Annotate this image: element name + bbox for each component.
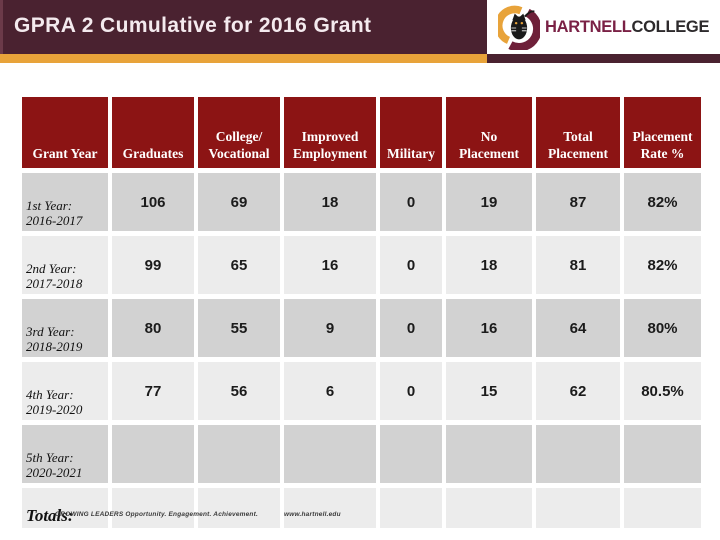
- cell-college-vocational: [198, 488, 280, 528]
- table-row-year2: 2nd Year: 2017-2018 99 65 16 0 18 81 82%: [22, 236, 701, 294]
- cell-total-placement: [536, 488, 620, 528]
- cell-college-vocational: 69: [198, 173, 280, 231]
- footer-tagline: GROWING LEADERS Opportunity. Engagement.…: [55, 511, 258, 518]
- cell-college-vocational: 56: [198, 362, 280, 420]
- cell-total-placement: 81: [536, 236, 620, 294]
- cell-total-placement: [536, 425, 620, 483]
- table-row-year4: 4th Year: 2019-2020 77 56 6 0 15 62 80.5…: [22, 362, 701, 420]
- row-label-line1: 1st Year:: [26, 197, 73, 213]
- cell-no-placement: 15: [446, 362, 532, 420]
- cell-college-vocational: 55: [198, 299, 280, 357]
- row-label: 3rd Year: 2018-2019: [22, 299, 108, 357]
- cell-placement-rate: 82%: [624, 236, 701, 294]
- cell-no-placement: 19: [446, 173, 532, 231]
- cell-graduates: [112, 488, 194, 528]
- col-header-total-placement: Total Placement: [536, 97, 620, 168]
- cell-total-placement: 62: [536, 362, 620, 420]
- cell-improved-employment: [284, 488, 376, 528]
- gpra-table: Grant Year Graduates College/ Vocational…: [18, 92, 705, 533]
- row-label-line1: Totals:: [26, 505, 74, 525]
- cell-graduates: [112, 425, 194, 483]
- row-label-line1: 3rd Year:: [26, 323, 75, 339]
- col-header-military: Military: [380, 97, 442, 168]
- maroon-stripe: [487, 54, 720, 63]
- cell-placement-rate: 82%: [624, 173, 701, 231]
- cell-no-placement: [446, 425, 532, 483]
- cell-military: [380, 488, 442, 528]
- col-header-placement-rate: Placement Rate %: [624, 97, 701, 168]
- cell-military: 0: [380, 173, 442, 231]
- cell-military: [380, 425, 442, 483]
- cell-graduates: 77: [112, 362, 194, 420]
- cell-improved-employment: [284, 425, 376, 483]
- logo-text-hartnell: HARTNELL: [545, 17, 632, 36]
- row-label-line2: 2020-2021: [26, 465, 83, 481]
- hartnell-mascot-icon: [498, 5, 540, 50]
- row-label-line1: 4th Year:: [26, 386, 74, 402]
- col-header-college-vocational: College/ Vocational: [198, 97, 280, 168]
- table-row-year5: 5th Year: 2020-2021: [22, 425, 701, 483]
- col-header-graduates: Graduates: [112, 97, 194, 168]
- col-header-grant-year: Grant Year: [22, 97, 108, 168]
- footer: GROWING LEADERS Opportunity. Engagement.…: [55, 511, 341, 518]
- table-row-totals: Totals:: [22, 488, 701, 528]
- cell-improved-employment: 16: [284, 236, 376, 294]
- row-label: 5th Year: 2020-2021: [22, 425, 108, 483]
- row-label-totals: Totals:: [22, 488, 108, 528]
- cell-graduates: 99: [112, 236, 194, 294]
- cell-improved-employment: 6: [284, 362, 376, 420]
- cell-placement-rate: [624, 425, 701, 483]
- cell-college-vocational: [198, 425, 280, 483]
- logo-wordmark: HARTNELLCOLLEGE: [545, 18, 709, 37]
- col-header-no-placement: No Placement: [446, 97, 532, 168]
- cell-college-vocational: 65: [198, 236, 280, 294]
- title-band: [0, 0, 487, 54]
- band-edge-accent: [0, 0, 3, 54]
- cell-no-placement: [446, 488, 532, 528]
- row-label-line2: 2018-2019: [26, 339, 83, 355]
- col-header-improved-employment: Improved Employment: [284, 97, 376, 168]
- row-label-line1: 5th Year:: [26, 449, 74, 465]
- cell-total-placement: 87: [536, 173, 620, 231]
- cell-no-placement: 16: [446, 299, 532, 357]
- row-label: 4th Year: 2019-2020: [22, 362, 108, 420]
- table-header-row: Grant Year Graduates College/ Vocational…: [22, 97, 701, 168]
- cell-placement-rate: 80%: [624, 299, 701, 357]
- table-row-year3: 3rd Year: 2018-2019 80 55 9 0 16 64 80%: [22, 299, 701, 357]
- cell-improved-employment: 18: [284, 173, 376, 231]
- row-label: 2nd Year: 2017-2018: [22, 236, 108, 294]
- cell-graduates: 106: [112, 173, 194, 231]
- row-label-line2: 2019-2020: [26, 402, 83, 418]
- row-label-line2: 2017-2018: [26, 276, 83, 292]
- page-title: GPRA 2 Cumulative for 2016 Grant: [14, 14, 372, 37]
- cell-placement-rate: 80.5%: [624, 362, 701, 420]
- row-label-line2: 2016-2017: [26, 213, 83, 229]
- cell-military: 0: [380, 236, 442, 294]
- footer-website: www.hartnell.edu: [283, 511, 341, 518]
- table-row-year1: 1st Year: 2016-2017 106 69 18 0 19 87 82…: [22, 173, 701, 231]
- cell-improved-employment: 9: [284, 299, 376, 357]
- cell-placement-rate: [624, 488, 701, 528]
- logo-box: HARTNELLCOLLEGE: [487, 0, 720, 54]
- gold-stripe: [0, 54, 487, 63]
- logo-text-college: COLLEGE: [631, 17, 710, 36]
- row-label: 1st Year: 2016-2017: [22, 173, 108, 231]
- cell-military: 0: [380, 299, 442, 357]
- cell-total-placement: 64: [536, 299, 620, 357]
- row-label-line1: 2nd Year:: [26, 260, 77, 276]
- cell-no-placement: 18: [446, 236, 532, 294]
- cell-graduates: 80: [112, 299, 194, 357]
- cell-military: 0: [380, 362, 442, 420]
